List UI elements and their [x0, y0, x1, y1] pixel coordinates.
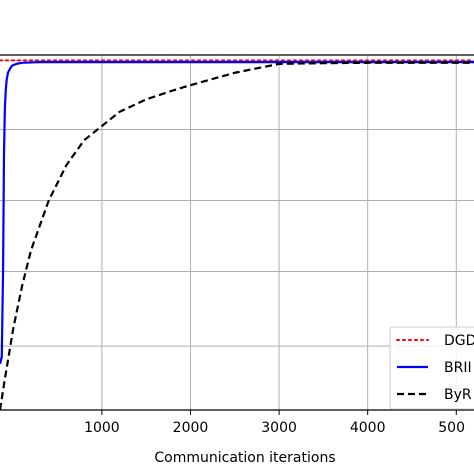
x-axis-label: Communication iterations [154, 450, 335, 466]
legend-label-brii: BRII [444, 360, 472, 376]
x-tick-label: 4000 [350, 420, 386, 436]
x-tick-label: 2000 [173, 420, 209, 436]
axes [0, 54, 474, 411]
series-line-brii [0, 60, 474, 365]
series-line-byr [0, 61, 474, 411]
legend-label-byr: ByR [444, 387, 472, 403]
x-ticks: 1000 2000 3000 4000 500 [84, 410, 465, 436]
x-tick-label: 1000 [84, 420, 120, 436]
series-lines [0, 59, 474, 411]
legend: DGD BRII ByR [389, 326, 474, 410]
legend-label-dgd: DGD [444, 333, 474, 349]
legend-box [389, 326, 474, 410]
x-tick-label: 3000 [261, 420, 297, 436]
x-tick-label: 500 [438, 420, 465, 436]
